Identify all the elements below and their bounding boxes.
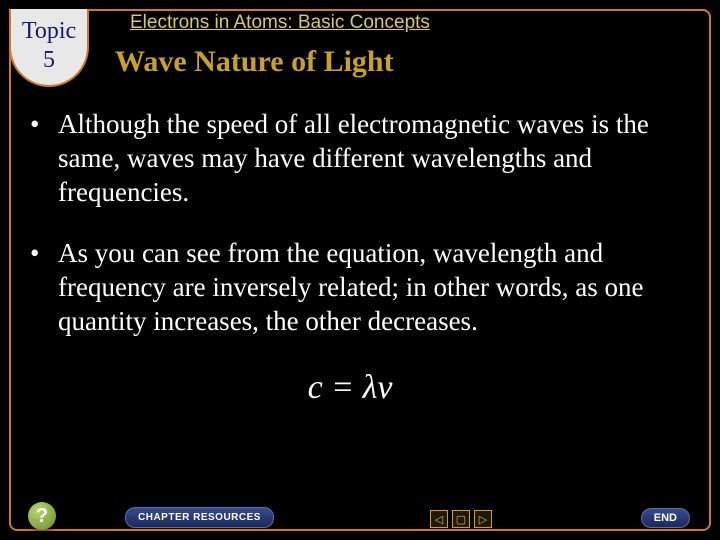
end-button[interactable]: END xyxy=(641,508,690,528)
nav-bar: ? CHAPTER RESOURCES ◁ ▢ ▷ END xyxy=(0,495,720,540)
bullet-text: Although the speed of all electromagneti… xyxy=(58,108,670,209)
bullet-marker: • xyxy=(30,108,58,209)
stop-button[interactable]: ▢ xyxy=(452,510,470,528)
bullet-item: • As you can see from the equation, wave… xyxy=(30,237,670,338)
topic-label: Topic xyxy=(11,17,87,46)
bullet-item: • Although the speed of all electromagne… xyxy=(30,108,670,209)
content-area: • Although the speed of all electromagne… xyxy=(30,108,670,409)
topic-tab: Topic 5 xyxy=(9,9,89,87)
chapter-title: Electrons in Atoms: Basic Concepts xyxy=(130,12,430,34)
help-icon[interactable]: ? xyxy=(28,502,56,530)
prev-button[interactable]: ◁ xyxy=(430,510,448,528)
chapter-resources-button[interactable]: CHAPTER RESOURCES xyxy=(125,507,274,528)
topic-number: 5 xyxy=(11,46,87,75)
bullet-marker: • xyxy=(30,237,58,338)
next-button[interactable]: ▷ xyxy=(474,510,492,528)
bullet-text: As you can see from the equation, wavele… xyxy=(58,237,670,338)
nav-arrows: ◁ ▢ ▷ xyxy=(430,510,492,528)
equation: c = λν xyxy=(30,367,670,410)
slide-title: Wave Nature of Light xyxy=(115,45,394,79)
